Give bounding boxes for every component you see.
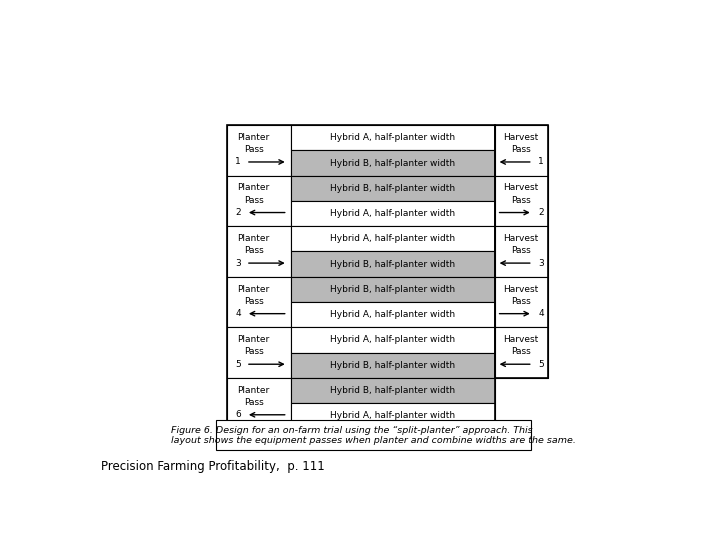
- Text: Harvest: Harvest: [503, 335, 539, 344]
- Text: Harvest: Harvest: [503, 133, 539, 142]
- Text: Planter: Planter: [238, 335, 270, 344]
- FancyBboxPatch shape: [291, 378, 495, 403]
- Text: Pass: Pass: [511, 246, 531, 255]
- Text: Hybrid B, half-planter width: Hybrid B, half-planter width: [330, 285, 455, 294]
- Text: 1: 1: [539, 158, 544, 166]
- Text: Hybrid B, half-planter width: Hybrid B, half-planter width: [330, 361, 455, 370]
- Text: Pass: Pass: [511, 297, 531, 306]
- Text: 2: 2: [235, 208, 241, 217]
- Text: Hybrid B, half-planter width: Hybrid B, half-planter width: [330, 386, 455, 395]
- FancyBboxPatch shape: [291, 176, 495, 201]
- Text: Hybrid B, half-planter width: Hybrid B, half-planter width: [330, 159, 455, 167]
- FancyBboxPatch shape: [495, 226, 547, 277]
- Text: Pass: Pass: [511, 196, 531, 205]
- FancyBboxPatch shape: [227, 277, 291, 327]
- Text: 4: 4: [235, 309, 241, 318]
- Text: 1: 1: [235, 158, 241, 166]
- FancyBboxPatch shape: [291, 252, 495, 277]
- Text: 2: 2: [539, 208, 544, 217]
- Text: Planter: Planter: [238, 184, 270, 192]
- Text: Harvest: Harvest: [503, 285, 539, 294]
- FancyBboxPatch shape: [291, 150, 495, 176]
- Text: Pass: Pass: [244, 398, 264, 407]
- FancyBboxPatch shape: [291, 327, 495, 353]
- Text: Harvest: Harvest: [503, 184, 539, 192]
- FancyBboxPatch shape: [227, 226, 291, 277]
- FancyBboxPatch shape: [291, 403, 495, 428]
- Text: Pass: Pass: [244, 145, 264, 154]
- Text: Pass: Pass: [244, 347, 264, 356]
- FancyBboxPatch shape: [291, 201, 495, 226]
- Text: 5: 5: [235, 360, 241, 369]
- Text: Planter: Planter: [238, 386, 270, 395]
- FancyBboxPatch shape: [215, 420, 531, 450]
- FancyBboxPatch shape: [495, 125, 547, 176]
- Text: 5: 5: [539, 360, 544, 369]
- FancyBboxPatch shape: [227, 378, 291, 428]
- FancyBboxPatch shape: [495, 176, 547, 226]
- Text: Planter: Planter: [238, 285, 270, 294]
- FancyBboxPatch shape: [291, 302, 495, 327]
- Text: Hybrid B, half-planter width: Hybrid B, half-planter width: [330, 260, 455, 268]
- Text: Pass: Pass: [244, 297, 264, 306]
- Text: Hybrid A, half-planter width: Hybrid A, half-planter width: [330, 310, 455, 319]
- Text: Hybrid A, half-planter width: Hybrid A, half-planter width: [330, 133, 455, 142]
- Text: 3: 3: [539, 259, 544, 268]
- Text: Hybrid A, half-planter width: Hybrid A, half-planter width: [330, 209, 455, 218]
- FancyBboxPatch shape: [227, 125, 291, 176]
- Text: 3: 3: [235, 259, 241, 268]
- Text: Planter: Planter: [238, 234, 270, 243]
- Text: Harvest: Harvest: [503, 234, 539, 243]
- FancyBboxPatch shape: [291, 277, 495, 302]
- FancyBboxPatch shape: [495, 277, 547, 327]
- FancyBboxPatch shape: [291, 226, 495, 252]
- Text: Pass: Pass: [511, 347, 531, 356]
- FancyBboxPatch shape: [495, 327, 547, 378]
- Text: Pass: Pass: [244, 246, 264, 255]
- FancyBboxPatch shape: [291, 125, 495, 150]
- FancyBboxPatch shape: [291, 353, 495, 378]
- Text: Figure 6. Design for an on-farm trial using the “split-planter” approach. This
l: Figure 6. Design for an on-farm trial us…: [171, 426, 575, 445]
- Text: Pass: Pass: [511, 145, 531, 154]
- Text: Planter: Planter: [238, 133, 270, 142]
- Text: Pass: Pass: [244, 196, 264, 205]
- Text: Hybrid A, half-planter width: Hybrid A, half-planter width: [330, 411, 455, 420]
- Text: Hybrid A, half-planter width: Hybrid A, half-planter width: [330, 335, 455, 345]
- Text: Hybrid B, half-planter width: Hybrid B, half-planter width: [330, 184, 455, 193]
- FancyBboxPatch shape: [227, 176, 291, 226]
- Text: Precision Farming Profitability,  p. 111: Precision Farming Profitability, p. 111: [101, 460, 325, 473]
- FancyBboxPatch shape: [227, 327, 291, 378]
- Text: 6: 6: [235, 410, 241, 419]
- Text: Hybrid A, half-planter width: Hybrid A, half-planter width: [330, 234, 455, 244]
- Text: 4: 4: [539, 309, 544, 318]
